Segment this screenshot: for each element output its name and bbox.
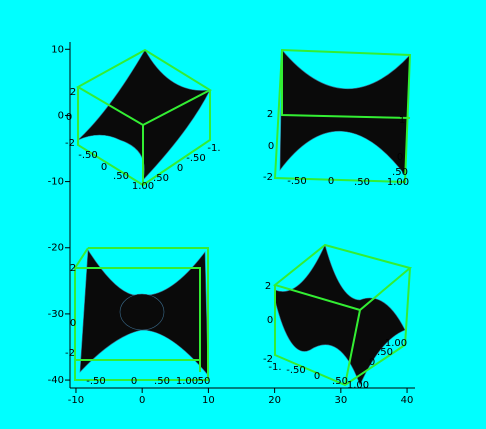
inset-tick-label: 0 bbox=[66, 112, 72, 123]
inset-tick-label: 1.00 bbox=[347, 380, 369, 391]
inset-tick-label: -2 bbox=[65, 138, 75, 149]
y-tick-label: -40 bbox=[48, 375, 64, 386]
inset-tick-label: 0 bbox=[328, 176, 334, 187]
inset-tick-label: -.50 bbox=[186, 153, 206, 164]
y-tick-label: 10 bbox=[51, 44, 64, 55]
inset-tick-label: .50 bbox=[154, 376, 170, 387]
inset-tick-label: 2 bbox=[267, 109, 273, 120]
inset-tick-label: 1.00 bbox=[385, 338, 407, 349]
inset-tick-label: 0 bbox=[70, 318, 76, 329]
x-tick-label: 20 bbox=[268, 395, 281, 406]
x-tick-label: -10 bbox=[68, 395, 84, 406]
inset-tick-label: .50 bbox=[332, 376, 348, 387]
inset-tick-label: 0 bbox=[131, 376, 137, 387]
bounding-box bbox=[75, 48, 213, 187]
inset-tick-label: 0 bbox=[314, 371, 320, 382]
inset-tick-label: 0 bbox=[268, 141, 274, 152]
inset-tick-label: 1.00 bbox=[132, 181, 154, 192]
x-tick-label: 40 bbox=[401, 395, 414, 406]
surface-plot bbox=[273, 48, 412, 184]
y-tick-label: -10 bbox=[48, 177, 64, 188]
surface-plot bbox=[272, 243, 413, 387]
x-tick-label: 0 bbox=[139, 395, 145, 406]
inset-tick-label: -1. bbox=[268, 362, 281, 373]
inset-tick-label: -.50 bbox=[86, 376, 106, 387]
y-tick-label: 0 bbox=[58, 110, 64, 121]
inset-tick-label: 1 bbox=[399, 115, 405, 126]
inset-tick-label: -1. bbox=[207, 143, 220, 154]
x-tick-label: 10 bbox=[202, 395, 215, 406]
inset-tick-label: 1.00 bbox=[387, 177, 409, 188]
inset-tick-label: 0 bbox=[177, 163, 183, 174]
inset-tick-label: 1.00 bbox=[176, 376, 198, 387]
inset-tick-label: -2 bbox=[263, 172, 273, 183]
inset-tick-label: -.50 bbox=[78, 150, 98, 161]
bounding-box bbox=[273, 48, 412, 184]
inset-tick-label: -2 bbox=[65, 348, 75, 359]
inset-tick-label: .50 bbox=[113, 171, 129, 182]
inset-tick-label: -.50 bbox=[286, 365, 306, 376]
inset-tick-label: -2 bbox=[263, 354, 273, 365]
surface-plot bbox=[74, 247, 209, 381]
surface bbox=[77, 49, 211, 182]
inset-tick-label: .50 bbox=[153, 173, 169, 184]
inset-tick-label: 50 bbox=[198, 376, 211, 387]
inset-tick-label: 0 bbox=[397, 152, 403, 163]
bounding-box bbox=[272, 243, 413, 387]
surface bbox=[119, 293, 165, 331]
inset-tick-label: 2 bbox=[265, 281, 271, 292]
inset-tick-label: 0 bbox=[101, 162, 107, 173]
y-tick-label: -30 bbox=[48, 309, 64, 320]
inset-tick-label: -.50 bbox=[287, 176, 307, 187]
bounding-box bbox=[74, 247, 209, 381]
inset-tick-label: 2 bbox=[70, 263, 76, 274]
y-tick-label: -20 bbox=[48, 243, 64, 254]
inset-tick-label: .50 bbox=[377, 347, 393, 358]
inset-tick-label: .50 bbox=[392, 167, 408, 178]
inset-tick-label: 2 bbox=[70, 87, 76, 98]
surface-plot bbox=[75, 48, 213, 187]
x-tick-label: 30 bbox=[334, 395, 347, 406]
inset-tick-label: .50 bbox=[354, 177, 370, 188]
inset-tick-label: 0 bbox=[267, 315, 273, 326]
inset-tick-label: 0 bbox=[369, 357, 375, 368]
